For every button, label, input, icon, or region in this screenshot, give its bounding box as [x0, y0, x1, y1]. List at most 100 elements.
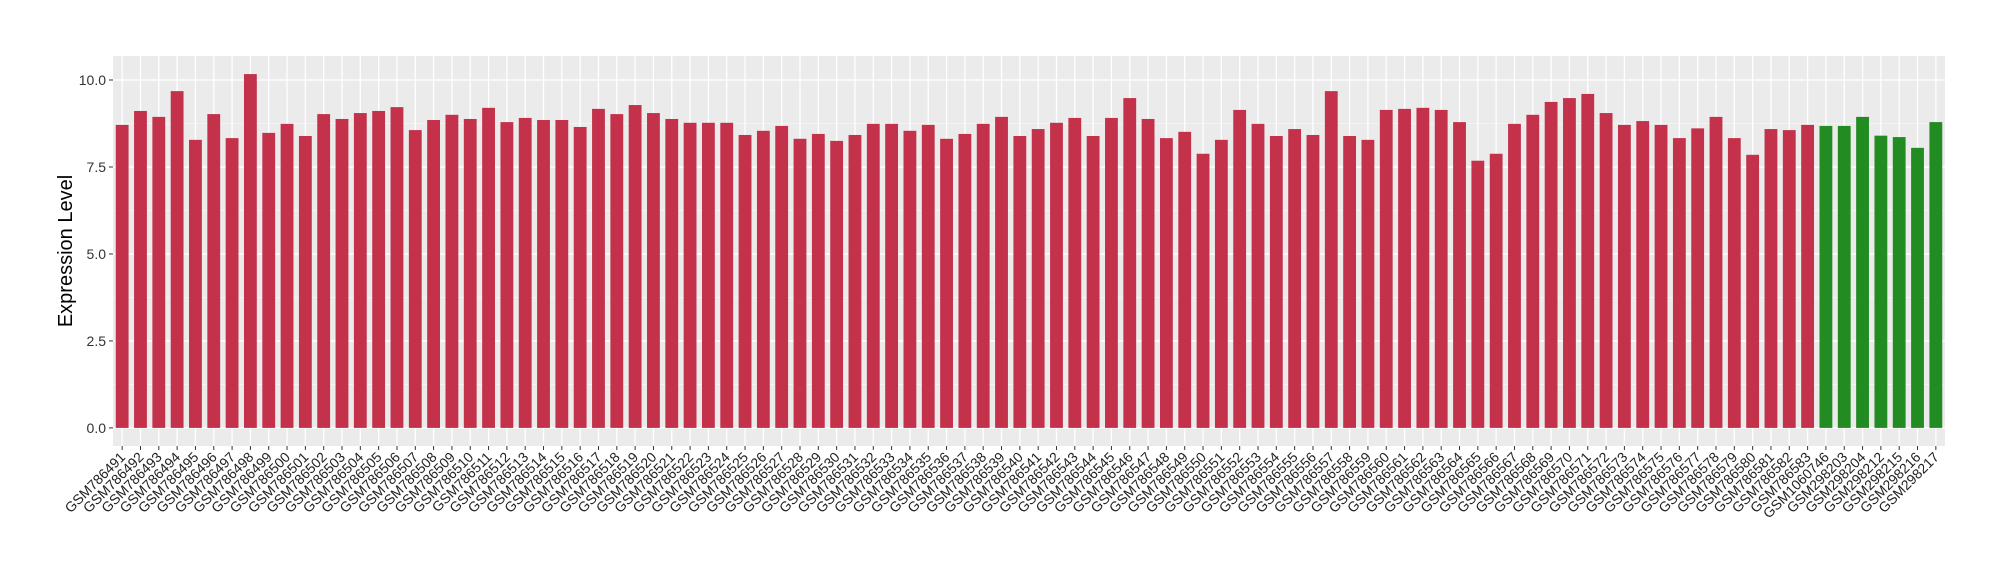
bar-GSM786545 — [1105, 117, 1118, 428]
bar-GSM786544 — [1086, 136, 1100, 428]
bar-GSM786509 — [445, 114, 459, 428]
bar-GSM786552 — [1233, 109, 1247, 428]
bar-GSM786581 — [1764, 129, 1778, 428]
bar-GSM786579 — [1727, 138, 1741, 428]
bar-GSM786562 — [1416, 107, 1430, 428]
bar-GSM786565 — [1471, 160, 1485, 428]
bar-GSM786523 — [701, 122, 715, 428]
bar-GSM786500 — [280, 123, 294, 428]
bar-GSM1060746 — [1819, 125, 1833, 428]
bar-GSM786511 — [482, 107, 495, 428]
bar-GSM786516 — [573, 126, 587, 428]
y-tick-label: 7.5 — [87, 159, 107, 175]
bar-GSM786531 — [848, 134, 862, 428]
bar-GSM786561 — [1398, 108, 1411, 428]
bar-GSM786550 — [1196, 153, 1210, 428]
bar-GSM786496 — [207, 114, 221, 428]
bar-GSM786536 — [940, 138, 953, 428]
bar-GSM786549 — [1178, 131, 1192, 428]
bar-GSM786517 — [592, 108, 605, 428]
bar-GSM786567 — [1508, 123, 1521, 428]
bar-GSM786570 — [1563, 98, 1576, 428]
bar-GSM786551 — [1214, 139, 1228, 428]
bar-GSM298212 — [1874, 135, 1888, 428]
bar-GSM786499 — [262, 132, 276, 428]
bar-GSM786524 — [720, 122, 734, 428]
bar-GSM786491 — [115, 124, 129, 428]
bar-GSM786575 — [1654, 124, 1668, 428]
y-tick-label: 0.0 — [87, 420, 107, 436]
bar-GSM786568 — [1526, 114, 1540, 428]
bar-GSM786554 — [1269, 136, 1283, 428]
bar-GSM786495 — [189, 139, 202, 428]
bar-GSM786537 — [958, 133, 972, 428]
bar-GSM786547 — [1141, 118, 1155, 428]
bar-GSM786527 — [775, 125, 789, 428]
bar-GSM786497 — [225, 138, 239, 428]
bar-GSM786541 — [1031, 129, 1045, 428]
bar-GSM786534 — [903, 130, 917, 428]
bar-GSM786519 — [628, 105, 642, 428]
bar-GSM786493 — [152, 116, 166, 428]
bar-GSM786580 — [1746, 154, 1760, 428]
bar-GSM786538 — [976, 123, 990, 428]
bar-GSM786504 — [353, 113, 367, 428]
bar-GSM786569 — [1544, 101, 1558, 428]
bar-GSM298217 — [1929, 122, 1943, 428]
bar-GSM786515 — [555, 120, 569, 428]
bar-GSM786518 — [610, 114, 624, 428]
y-tick-label: 10.0 — [79, 72, 106, 88]
y-axis-label: Expression Level — [55, 175, 77, 327]
bar-GSM298204 — [1856, 116, 1869, 428]
bar-GSM786514 — [537, 120, 550, 428]
bar-GSM786576 — [1672, 138, 1686, 428]
bar-GSM786521 — [665, 118, 679, 428]
y-tick-label: 2.5 — [87, 333, 107, 349]
bar-GSM786572 — [1599, 113, 1613, 428]
bar-GSM786498 — [243, 74, 257, 428]
bar-GSM786506 — [390, 107, 404, 428]
bar-GSM786582 — [1782, 130, 1796, 428]
bar-GSM786560 — [1379, 109, 1393, 428]
bar-GSM786526 — [756, 130, 770, 428]
bar-GSM786578 — [1709, 116, 1723, 428]
bar-GSM786558 — [1343, 136, 1357, 428]
bar-GSM786512 — [500, 122, 514, 428]
bar-GSM786513 — [518, 117, 532, 428]
bar-GSM298203 — [1837, 125, 1851, 428]
bar-GSM786507 — [408, 130, 422, 428]
bar-GSM786510 — [463, 118, 477, 428]
bar-GSM786566 — [1489, 153, 1503, 428]
bar-GSM786530 — [830, 140, 844, 428]
bar-GSM786563 — [1434, 109, 1448, 428]
x-axis: GSM786491GSM786492GSM786493GSM786494GSM7… — [61, 446, 1942, 521]
bar-GSM786577 — [1691, 128, 1705, 428]
bar-GSM786503 — [335, 118, 349, 428]
bar-GSM786528 — [793, 138, 807, 428]
bar-GSM786522 — [683, 122, 697, 428]
bar-GSM786502 — [317, 114, 331, 428]
bar-GSM786557 — [1324, 91, 1338, 428]
bar-GSM786564 — [1453, 122, 1466, 428]
bar-GSM786532 — [866, 123, 880, 428]
y-tick-label: 5.0 — [87, 246, 107, 262]
bar-GSM786520 — [647, 113, 660, 428]
bars — [115, 74, 1943, 428]
bar-GSM786555 — [1288, 129, 1302, 428]
bar-GSM786540 — [1013, 136, 1027, 428]
bar-GSM786494 — [170, 91, 184, 428]
bar-GSM786548 — [1159, 138, 1173, 428]
bar-GSM298215 — [1892, 137, 1906, 428]
bar-GSM786492 — [134, 110, 147, 428]
bar-GSM786546 — [1123, 98, 1137, 428]
bar-GSM786525 — [738, 134, 752, 428]
bar-GSM786501 — [298, 136, 312, 428]
bar-GSM786508 — [427, 120, 441, 428]
bar-GSM786542 — [1050, 122, 1063, 428]
bar-GSM786529 — [811, 133, 825, 428]
bar-GSM786559 — [1361, 139, 1375, 428]
bar-GSM786533 — [885, 123, 899, 428]
bar-GSM786539 — [995, 116, 1008, 428]
bar-GSM786571 — [1581, 93, 1595, 428]
